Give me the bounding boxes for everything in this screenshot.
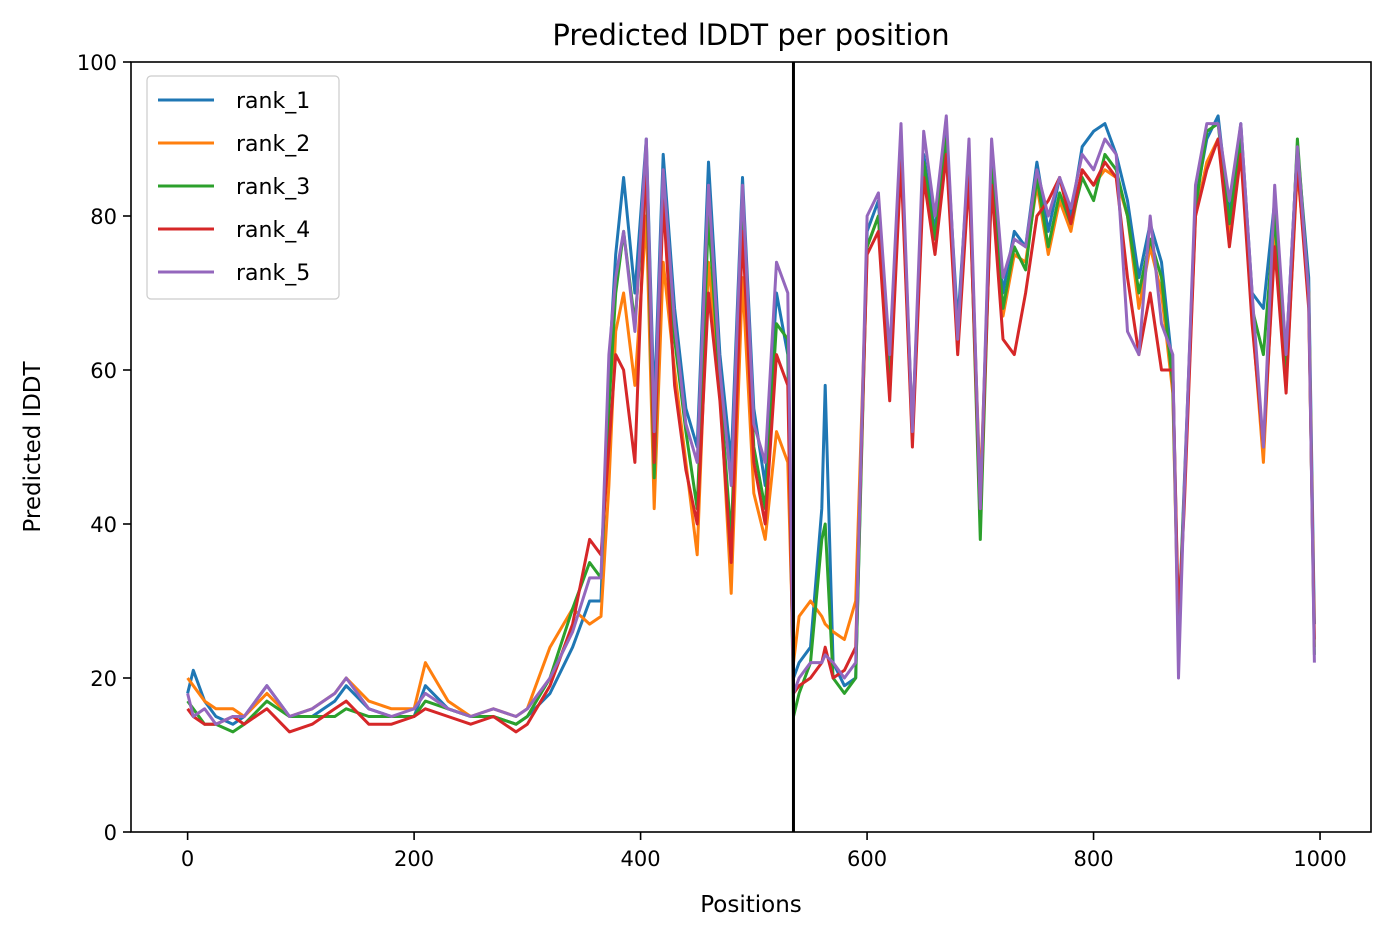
x-tick-label: 0 xyxy=(181,847,194,871)
legend-label-rank_4: rank_4 xyxy=(236,218,310,243)
legend-label-rank_5: rank_5 xyxy=(236,261,310,286)
legend-label-rank_2: rank_2 xyxy=(236,132,310,157)
y-tick-label: 40 xyxy=(90,513,117,537)
x-tick-label: 400 xyxy=(621,847,661,871)
series-line-rank_4 xyxy=(186,137,1316,734)
y-axis: 0 20 40 60 80 100 xyxy=(77,51,131,845)
x-axis: 0 200 400 600 800 1000 xyxy=(181,832,1347,871)
y-tick-label: 0 xyxy=(104,821,117,845)
y-tick-label: 80 xyxy=(90,205,117,229)
legend-label-rank_1: rank_1 xyxy=(236,89,310,114)
x-axis-label: Positions xyxy=(700,892,802,918)
legend: rank_1 rank_2 rank_3 rank_4 rank_5 xyxy=(146,75,340,300)
series-line-rank_5 xyxy=(186,114,1316,726)
x-tick-label: 1000 xyxy=(1293,847,1346,871)
x-tick-label: 200 xyxy=(394,847,434,871)
y-tick-label: 100 xyxy=(77,51,117,75)
plot-frame xyxy=(130,61,1372,833)
x-tick-label: 600 xyxy=(847,847,887,871)
y-tick-label: 20 xyxy=(90,667,117,691)
series-line-rank_2 xyxy=(186,137,1316,718)
plot-lines xyxy=(186,114,1316,734)
x-tick-label: 800 xyxy=(1074,847,1114,871)
y-axis-label: Predicted lDDT xyxy=(20,360,46,532)
legend-box xyxy=(146,75,340,300)
chart-title: Predicted lDDT per position xyxy=(552,18,949,52)
legend-label-rank_3: rank_3 xyxy=(236,175,310,200)
y-tick-label: 60 xyxy=(90,359,117,383)
